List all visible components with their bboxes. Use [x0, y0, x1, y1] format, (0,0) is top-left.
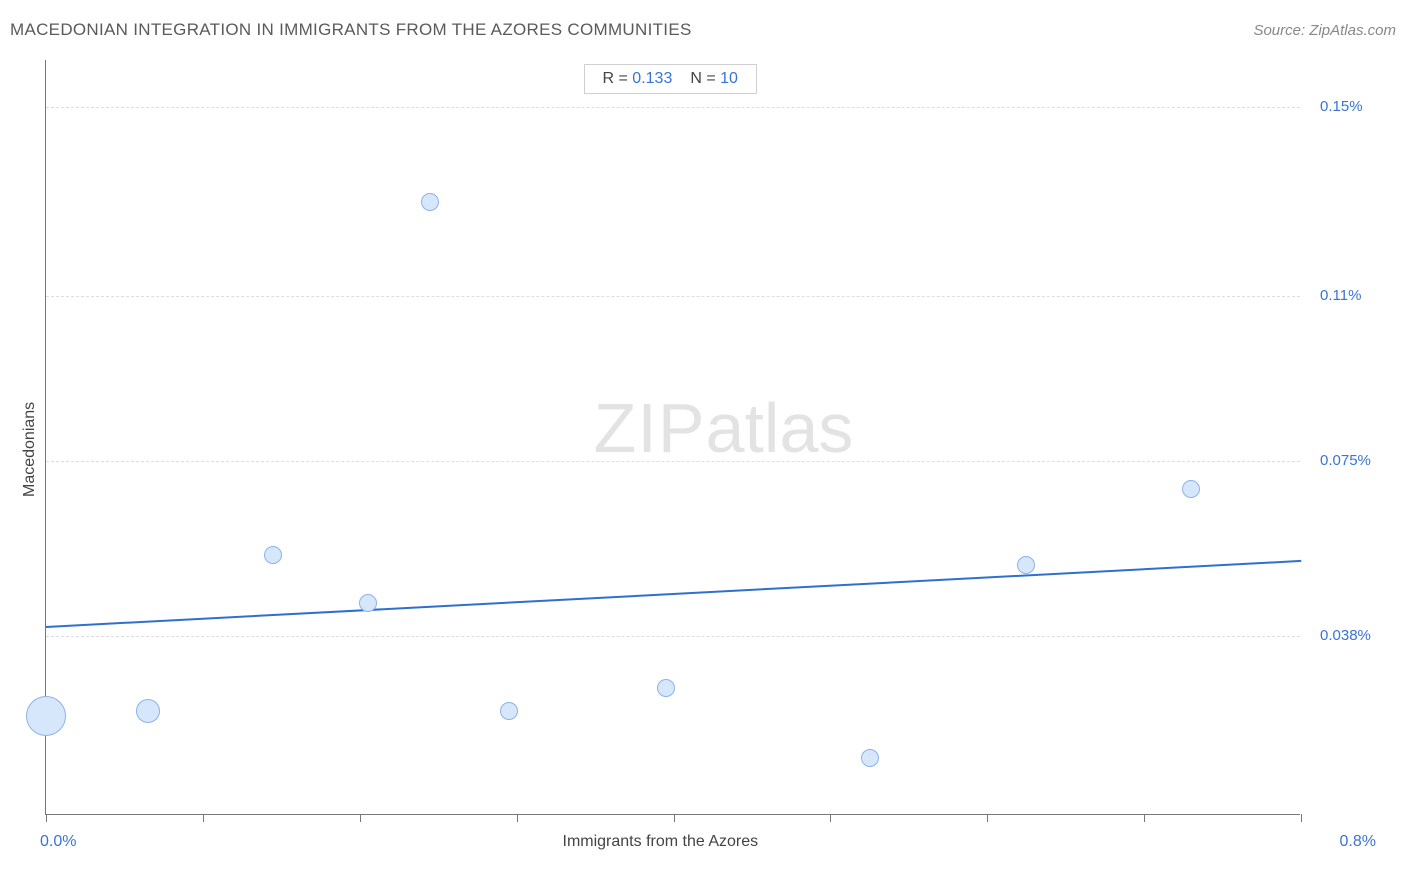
data-point[interactable]: [1182, 480, 1200, 498]
gridline: [46, 296, 1300, 297]
n-label: N =: [690, 70, 715, 87]
gridline: [46, 636, 1300, 637]
n-stat: N = 10: [690, 70, 738, 88]
watermark-atlas: atlas: [706, 389, 854, 467]
watermark-zip: ZIP: [594, 389, 706, 467]
x-tick: [1144, 814, 1145, 822]
x-tick: [203, 814, 204, 822]
stats-box: R = 0.133 N = 10: [584, 64, 757, 94]
y-tick-label: 0.038%: [1320, 627, 1371, 644]
x-tick: [674, 814, 675, 822]
x-tick: [1301, 814, 1302, 822]
data-point[interactable]: [500, 702, 518, 720]
data-point[interactable]: [26, 696, 66, 736]
data-point[interactable]: [359, 594, 377, 612]
gridline: [46, 461, 1300, 462]
r-stat: R = 0.133: [603, 70, 673, 88]
x-tick: [46, 814, 47, 822]
watermark: ZIPatlas: [594, 388, 854, 468]
r-label: R =: [603, 70, 628, 87]
x-tick: [830, 814, 831, 822]
trend-line: [46, 560, 1301, 628]
scatter-plot: ZIPatlas R = 0.133 N = 10: [45, 60, 1300, 815]
x-max-label: 0.8%: [1340, 833, 1376, 851]
data-point[interactable]: [264, 546, 282, 564]
data-point[interactable]: [1017, 556, 1035, 574]
x-axis-label: Immigrants from the Azores: [563, 833, 759, 851]
y-tick-label: 0.075%: [1320, 452, 1371, 469]
y-tick-label: 0.15%: [1320, 98, 1363, 115]
r-value: 0.133: [632, 70, 672, 87]
x-tick: [987, 814, 988, 822]
y-tick-label: 0.11%: [1320, 287, 1361, 304]
n-value: 10: [720, 70, 738, 87]
data-point[interactable]: [136, 699, 160, 723]
x-tick: [360, 814, 361, 822]
y-axis-label: Macedonians: [21, 377, 39, 497]
x-tick: [517, 814, 518, 822]
data-point[interactable]: [421, 193, 439, 211]
x-min-label: 0.0%: [40, 833, 76, 851]
chart-title: MACEDONIAN INTEGRATION IN IMMIGRANTS FRO…: [10, 20, 692, 40]
chart-source: Source: ZipAtlas.com: [1253, 22, 1396, 39]
gridline: [46, 107, 1300, 108]
chart-header: MACEDONIAN INTEGRATION IN IMMIGRANTS FRO…: [10, 20, 1396, 40]
data-point[interactable]: [657, 679, 675, 697]
data-point[interactable]: [861, 749, 879, 767]
